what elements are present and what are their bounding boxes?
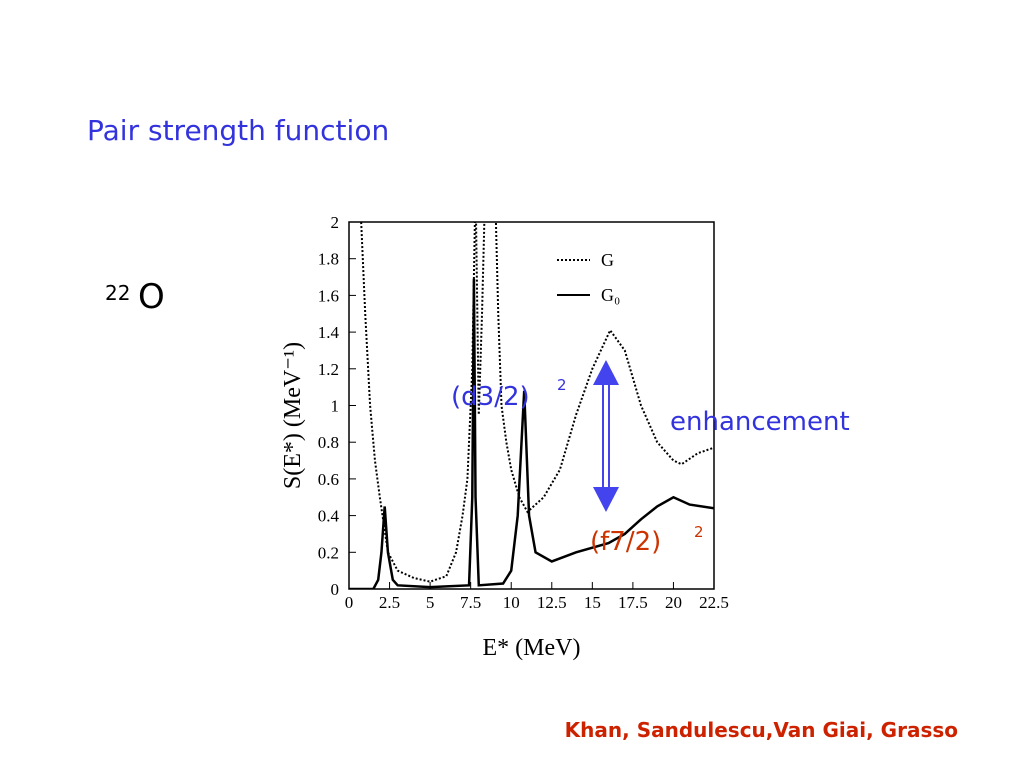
y-axis-label: S(E*) (MeV⁻¹) — [280, 342, 306, 489]
legend-label: G — [601, 250, 614, 270]
y-tick-label: 0.4 — [318, 507, 340, 526]
element-symbol: O — [138, 277, 165, 317]
credit: Khan, Sandulescu,Van Giai, Grasso — [565, 718, 958, 742]
x-tick-label: 22.5 — [699, 593, 729, 612]
x-tick-label: 20 — [665, 593, 682, 612]
x-tick-label: 0 — [345, 593, 354, 612]
y-tick-label: 0.6 — [318, 470, 339, 489]
y-tick-label: 1.6 — [318, 286, 339, 305]
slide-title: Pair strength function — [87, 114, 389, 147]
y-tick-label: 0.8 — [318, 433, 339, 452]
x-tick-label: 12.5 — [537, 593, 567, 612]
y-tick-label: 1.2 — [318, 360, 339, 379]
x-tick-label: 15 — [584, 593, 601, 612]
annotation: (f7/2) — [590, 527, 661, 557]
annotation: (d3/2) — [451, 382, 530, 412]
x-tick-label: 17.5 — [618, 593, 648, 612]
y-tick-label: 2 — [331, 213, 340, 232]
x-tick-label: 5 — [426, 593, 435, 612]
series-line — [349, 278, 714, 589]
y-tick-label: 1.4 — [318, 323, 340, 342]
y-tick-label: 1.8 — [318, 250, 339, 269]
double-arrow — [593, 360, 619, 512]
legend-label: G₀ — [601, 285, 620, 305]
plot: 00.20.40.60.811.21.41.61.820 2.5 5 7.5 10 12.… — [280, 213, 729, 661]
annotation-sup: 2 — [694, 523, 704, 541]
y-tick-label: 0 — [331, 580, 340, 599]
series-line — [360, 222, 714, 583]
x-axis-label: E* (MeV) — [483, 635, 581, 661]
y-tick-label: 0.2 — [318, 543, 339, 562]
y-tick-label: 1 — [331, 397, 340, 416]
mass-number: 22 — [105, 281, 130, 305]
x-tick-label: 10 — [503, 593, 520, 612]
x-tick-label: 7.5 — [460, 593, 481, 612]
x-tick-label: 2.5 — [379, 593, 400, 612]
annotation-sup: 2 — [557, 376, 567, 394]
annotation: enhancement — [670, 407, 850, 437]
